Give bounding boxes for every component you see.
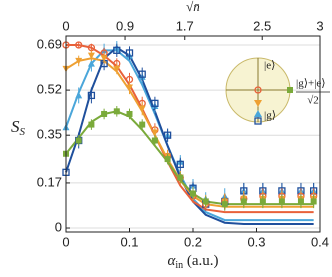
marker xyxy=(87,60,95,67)
inset-marker xyxy=(287,87,293,93)
x2-label: √n̄ xyxy=(186,0,200,14)
marker xyxy=(297,198,304,205)
marker xyxy=(75,137,82,144)
inset-label: |g⟩+|e⟩ xyxy=(296,78,326,90)
plot-area: 00.170.350.520.690 0.1 0.2 0.3 0.40 0.9 1.7 2.5… xyxy=(37,18,329,249)
marker xyxy=(101,110,108,117)
x-label-rest: (a.u.) xyxy=(183,253,218,269)
x-tick-label: 0.3 xyxy=(247,234,265,249)
y-label: SS xyxy=(11,117,26,138)
marker xyxy=(125,49,134,57)
marker xyxy=(151,137,158,144)
marker xyxy=(87,91,96,100)
marker xyxy=(163,131,172,139)
inset: |e⟩ |g⟩ |g⟩+|e⟩ √2 xyxy=(225,57,330,125)
marker xyxy=(151,99,159,108)
marker xyxy=(75,91,83,99)
x-tick-label: 0.1 xyxy=(120,234,138,249)
x2-tick-label: 0 xyxy=(62,18,69,33)
marker xyxy=(190,190,196,197)
inset-marker xyxy=(254,100,262,107)
frame xyxy=(65,35,321,233)
marker xyxy=(113,65,121,73)
marker xyxy=(88,121,95,128)
marker xyxy=(100,55,108,62)
marker xyxy=(75,57,83,65)
marker xyxy=(177,174,184,181)
inset-label: √2 xyxy=(307,95,319,107)
inset-label: |g⟩ xyxy=(264,110,276,122)
y-label-main: S xyxy=(11,117,20,136)
marker xyxy=(278,198,285,205)
marker xyxy=(138,105,146,113)
marker xyxy=(126,84,133,91)
marker xyxy=(75,41,83,49)
marker xyxy=(164,156,171,163)
inset-marker xyxy=(254,110,262,117)
marker xyxy=(221,201,228,208)
inset-marker xyxy=(254,117,262,125)
marker xyxy=(240,198,247,205)
x2-tick-label: 1.7 xyxy=(176,18,194,33)
y-label-sub: S xyxy=(20,126,26,138)
y-tick-label: 0.69 xyxy=(37,36,62,51)
inset-label: |e⟩ xyxy=(264,60,275,72)
x-label-sub: in xyxy=(175,260,183,271)
x-tick-label: 0.4 xyxy=(311,234,329,249)
marker xyxy=(176,160,184,169)
marker xyxy=(138,70,146,78)
x-label: αin (a.u.) xyxy=(167,253,218,271)
x2-tick-label: 2.5 xyxy=(253,18,271,33)
marker xyxy=(126,110,133,117)
marker xyxy=(113,46,121,54)
marker xyxy=(202,198,209,205)
inset-marker xyxy=(254,86,262,94)
x-tick-label: 0.2 xyxy=(184,234,202,249)
x-label-main: α xyxy=(167,253,176,269)
x-tick-label: 0 xyxy=(62,234,69,249)
marker xyxy=(113,108,120,115)
fit-line xyxy=(65,46,314,226)
x2-tick-label: 3 xyxy=(316,18,323,33)
y-tick-label: 0 xyxy=(55,219,62,234)
marker xyxy=(259,198,266,205)
y-tick-label: 0.35 xyxy=(37,127,62,142)
marker xyxy=(87,52,95,60)
marker xyxy=(310,198,317,205)
x2-tick-label: 0.9 xyxy=(116,18,134,33)
marker xyxy=(139,121,146,128)
y-tick-label: 0.52 xyxy=(37,82,62,97)
y-tick-label: 0.17 xyxy=(37,174,62,189)
marker xyxy=(151,129,159,137)
